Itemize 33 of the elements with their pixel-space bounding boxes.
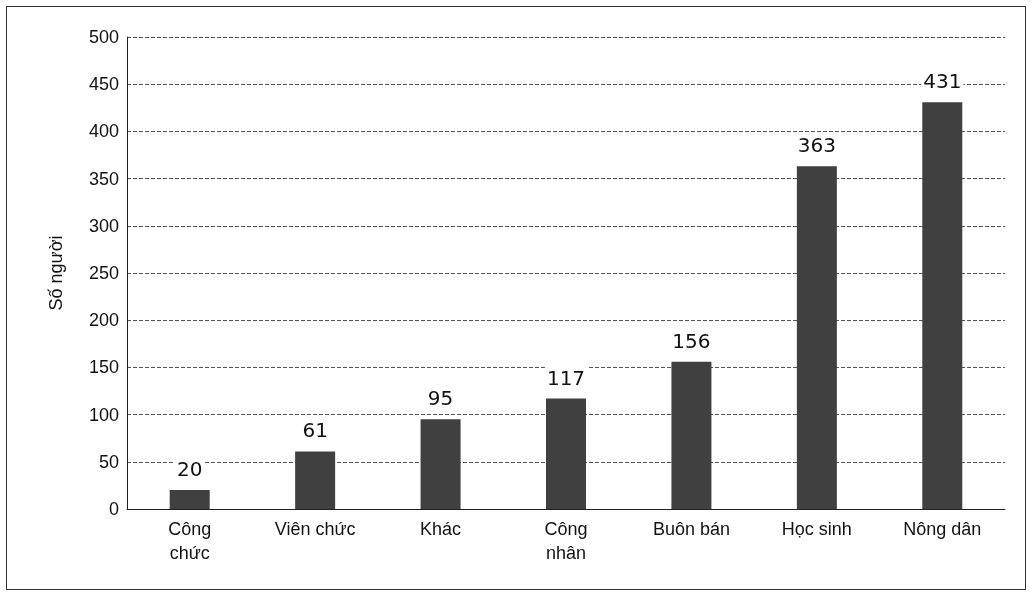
- y-tick-label: 500: [88, 27, 119, 47]
- y-tick-label: 400: [88, 121, 119, 142]
- data-label: 61: [302, 418, 328, 443]
- y-axis-title: Số người: [46, 235, 66, 311]
- bar: [922, 102, 963, 509]
- x-tick-label: Công nhân: [544, 519, 588, 563]
- data-label: 117: [546, 365, 586, 390]
- bar: [420, 419, 461, 509]
- y-tick-label: 0: [108, 499, 119, 519]
- data-label: 431: [923, 69, 962, 94]
- y-tick-label: 150: [88, 357, 119, 378]
- y-tick-label: 300: [88, 215, 119, 236]
- x-tick-label: Buôn bán: [652, 519, 730, 539]
- data-label: 95: [427, 386, 454, 411]
- x-tick-label: Công chức: [168, 519, 212, 563]
- bar: [671, 361, 712, 509]
- bar: [295, 451, 336, 509]
- bar: [169, 490, 210, 509]
- bar: [546, 398, 586, 509]
- data-label: 363: [797, 133, 836, 158]
- y-tick-label: 250: [88, 263, 119, 283]
- x-tick-label: Viên chức: [274, 519, 356, 539]
- x-tick-label: Khác: [420, 519, 462, 539]
- y-tick-label: 450: [88, 74, 119, 95]
- data-label: 156: [672, 328, 711, 353]
- y-tick-label: 350: [88, 168, 119, 189]
- y-tick-label: 50: [98, 451, 119, 472]
- y-tick-label: 200: [88, 310, 119, 331]
- bar: [796, 166, 837, 509]
- x-tick-label: Học sinh: [781, 519, 852, 539]
- y-tick-label: 100: [88, 404, 119, 425]
- x-tick-label: Nông dân: [903, 519, 982, 539]
- data-label: 20: [176, 457, 203, 482]
